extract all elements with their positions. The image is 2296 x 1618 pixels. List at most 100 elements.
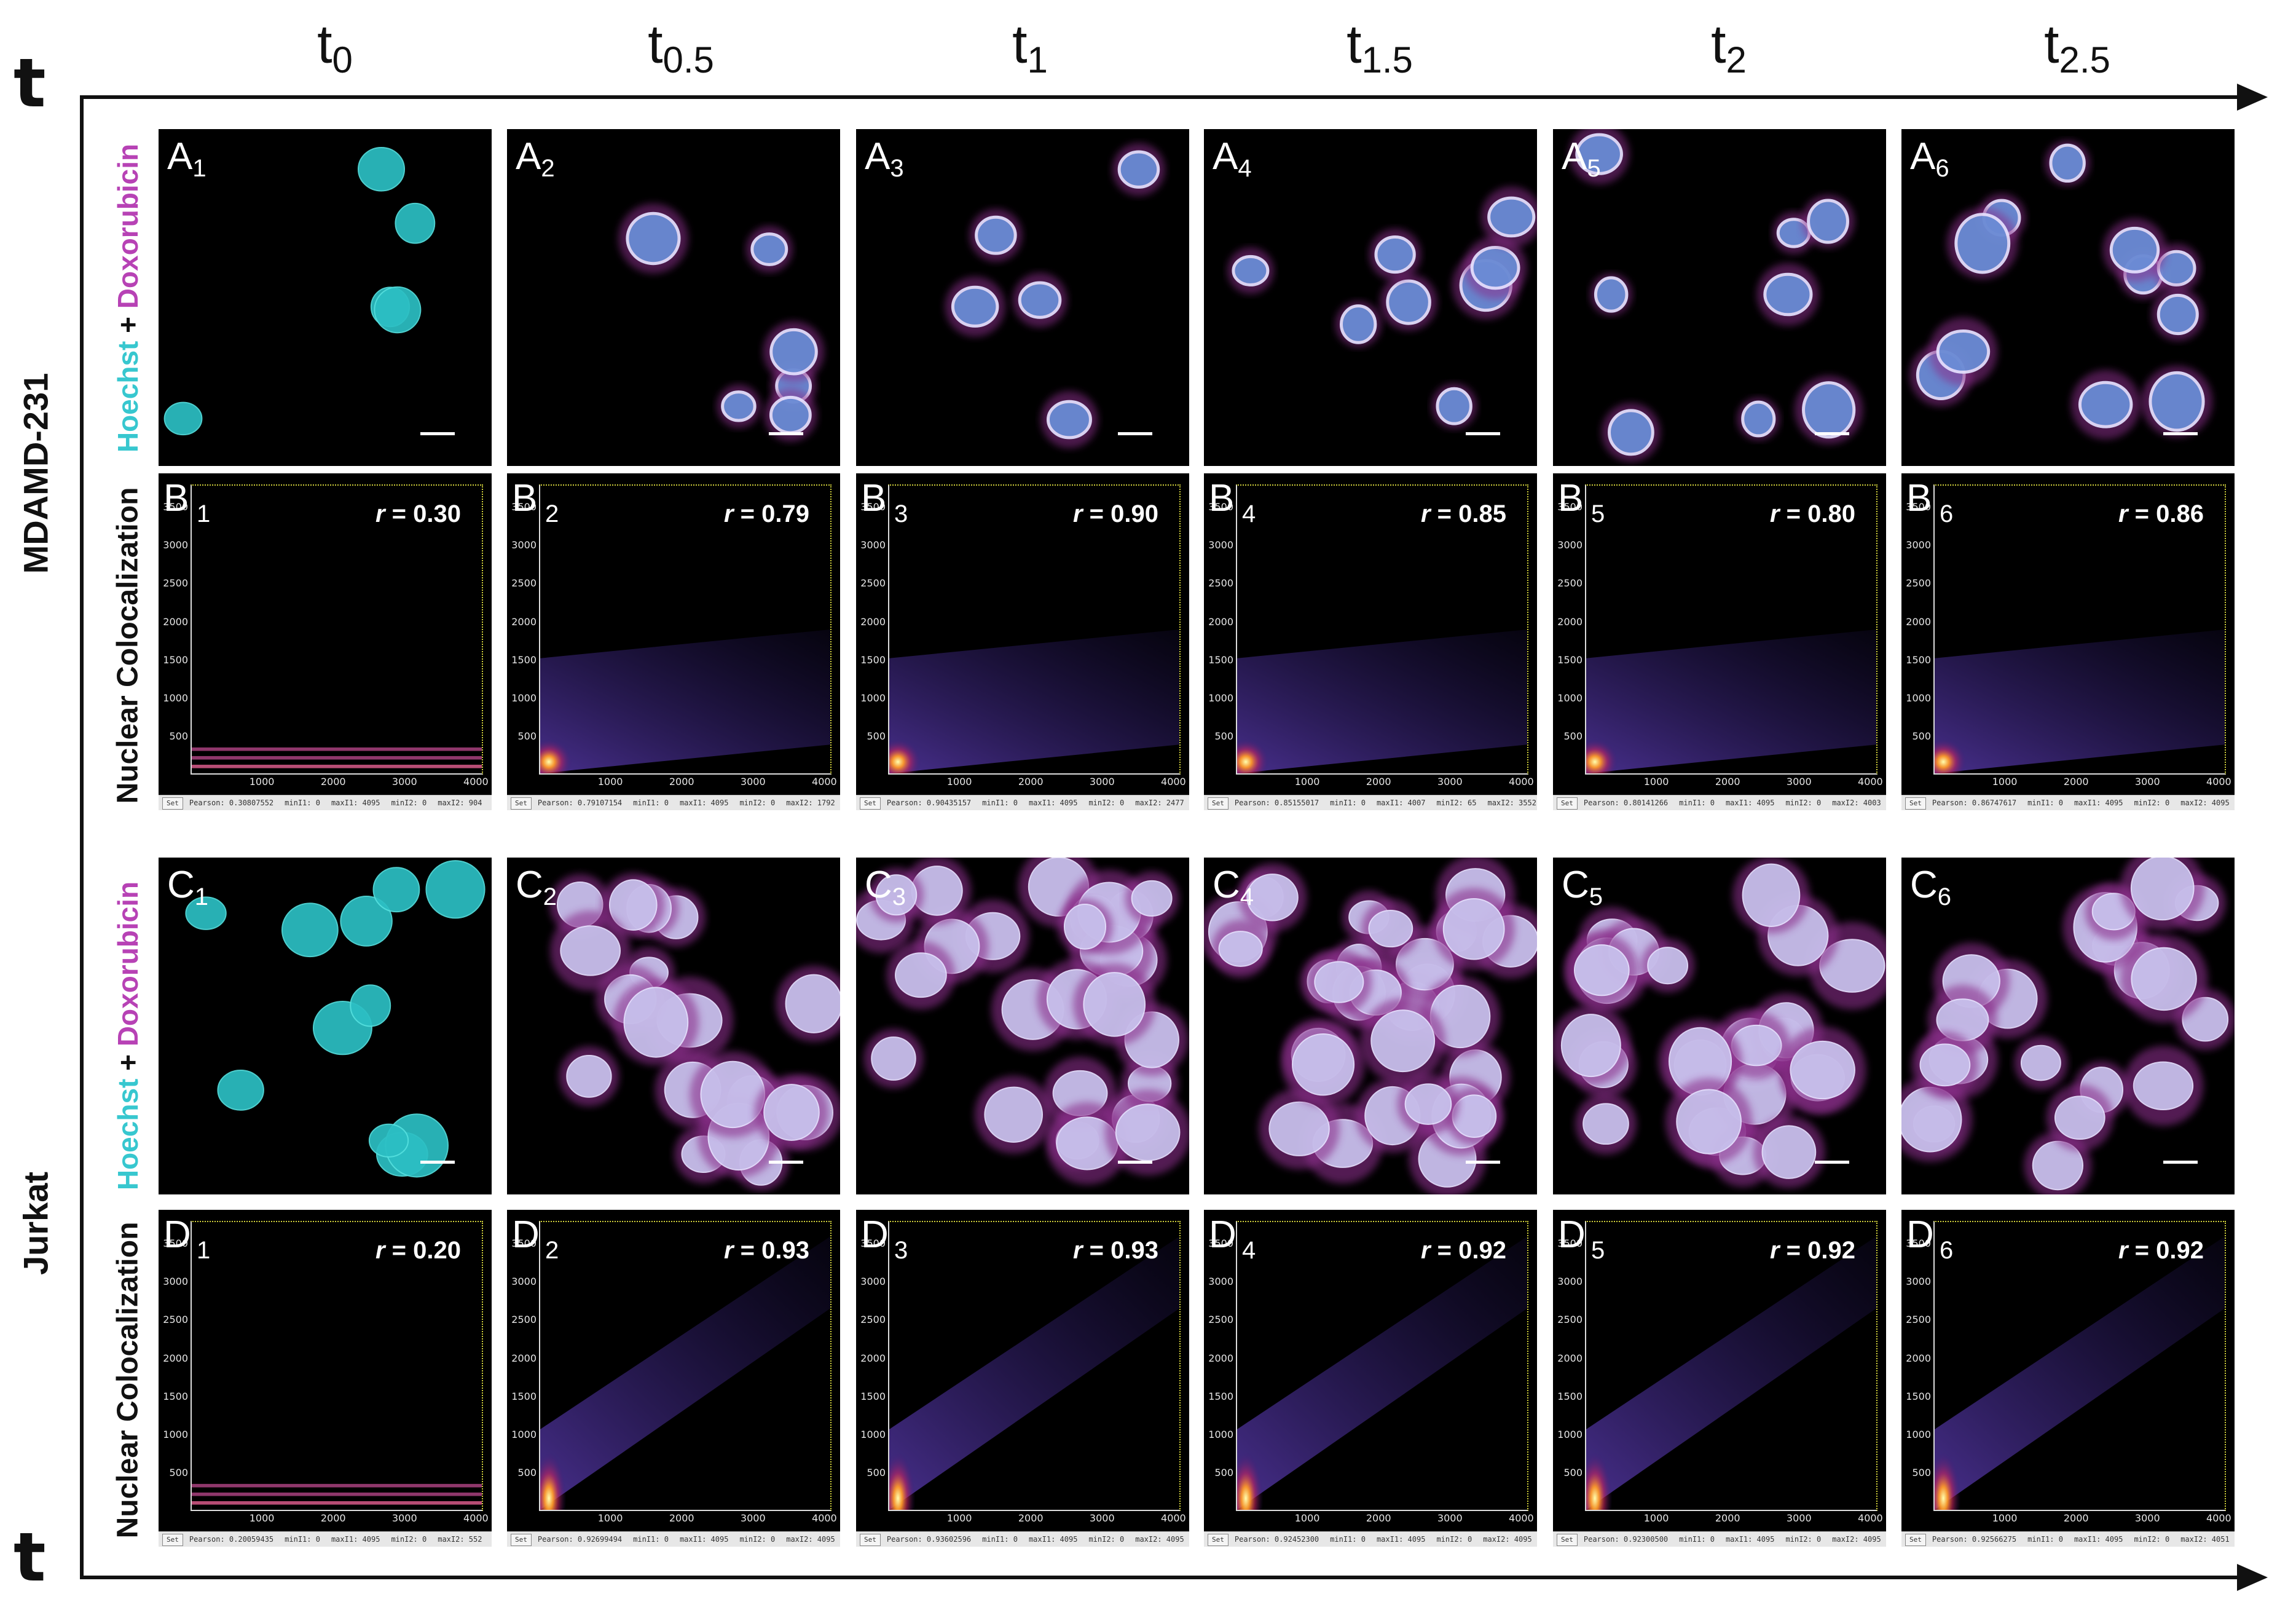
- set-button[interactable]: Set: [1557, 1533, 1578, 1546]
- colocalization-plot: 500 1000 1500 2000 2500 3000 3500 1000 2000 3000 4…: [1204, 1210, 1537, 1547]
- status-field: minI2: 0: [1088, 799, 1125, 807]
- status-field: maxI1: 4095: [331, 799, 380, 807]
- scatter-density: [192, 747, 482, 768]
- pearson-r-label: r = 0.30: [375, 502, 461, 526]
- x-tick-label: 1000: [597, 776, 623, 787]
- r-value: 0.30: [413, 500, 461, 527]
- micrograph: [856, 858, 1189, 1185]
- r-value: 0.93: [761, 1237, 809, 1264]
- colocalization-plot: 500 1000 1500 2000 2500 3000 3500 1000 2000 3000 4…: [159, 473, 492, 810]
- y-tick-label: 2500: [1557, 1314, 1582, 1326]
- plot-status-bar: Set Pearson: 0.20059435 minI1: 0 maxI1: 409…: [159, 1531, 492, 1547]
- y-tick-label: 2000: [860, 615, 886, 628]
- time-point-base: t: [317, 14, 332, 74]
- status-field: maxI2: 4003: [1832, 799, 1881, 807]
- panel-subscript: 1: [192, 155, 206, 182]
- set-button[interactable]: Set: [511, 1533, 532, 1546]
- panel-subscript: 4: [1240, 883, 1254, 910]
- y-tick-label: 500: [169, 730, 188, 742]
- stain-doxorubicin: Doxorubicin: [112, 143, 144, 309]
- x-tick-label: 2000: [320, 1512, 346, 1524]
- r-symbol: r: [1769, 1237, 1780, 1264]
- status-field: maxI2: 2477: [1135, 799, 1184, 807]
- plot-status-bar: Set Pearson: 0.79107154 minI1: 0 maxI1: 409…: [507, 795, 840, 810]
- micrograph-panel: A1: [159, 129, 492, 466]
- set-button[interactable]: Set: [1208, 797, 1229, 810]
- set-button[interactable]: Set: [1557, 797, 1578, 810]
- panel-label: C1: [167, 866, 208, 910]
- panel-letter: A: [1910, 135, 1936, 178]
- plot-status-bar: Set Pearson: 0.30807552 minI1: 0 maxI1: 409…: [159, 795, 492, 810]
- time-point-base: t: [1347, 14, 1362, 74]
- y-tick-label: 1500: [860, 1390, 886, 1402]
- panel-letter: D: [512, 1214, 540, 1256]
- status-field: minI2: 0: [1436, 1535, 1472, 1544]
- status-field: maxI1: 4095: [331, 1535, 380, 1544]
- time-axis-top-arrowhead: [2237, 84, 2268, 111]
- panel-letter: D: [1558, 1214, 1586, 1256]
- scale-bar: [420, 432, 455, 435]
- y-tick-label: 3000: [163, 539, 188, 551]
- x-tick-label: 1000: [946, 1512, 972, 1524]
- y-tick-label: 1500: [1906, 653, 1931, 666]
- r-value: 0.80: [1807, 500, 1855, 527]
- y-tick-label: 3000: [1906, 539, 1931, 551]
- r-symbol: r: [1072, 1237, 1083, 1264]
- status-field: minI1: 0: [285, 1535, 320, 1544]
- y-tick-label: 3000: [1208, 1276, 1233, 1288]
- x-tick-label: 1000: [1643, 1512, 1669, 1524]
- y-tick-label: 1500: [1208, 1390, 1233, 1402]
- micrograph: [163, 146, 436, 436]
- r-symbol: r: [1769, 500, 1780, 527]
- r-value: 0.92: [2156, 1237, 2204, 1264]
- y-tick-label: 500: [1912, 1466, 1931, 1478]
- set-button[interactable]: Set: [1208, 1533, 1229, 1546]
- x-tick-label: 2000: [1018, 1512, 1044, 1524]
- x-tick-label: 4000: [463, 776, 489, 787]
- panel-label: C6: [1910, 866, 1952, 910]
- set-button[interactable]: Set: [1905, 1533, 1926, 1546]
- y-tick-label: 2000: [860, 1352, 886, 1364]
- colocalization-plot: 500 1000 1500 2000 2500 3000 3500 1000 2000 3000 4…: [1901, 1210, 2235, 1547]
- row-label-jurkat: Jurkat: [16, 1171, 55, 1276]
- time-point-base: t: [1711, 14, 1726, 74]
- panel-letter: A: [1562, 135, 1587, 178]
- status-field: maxI1: 4095: [2074, 1535, 2123, 1544]
- time-point-label: t0.5: [558, 17, 804, 79]
- y-tick-label: 3000: [860, 539, 886, 551]
- pearson-r-label: r = 0.93: [1073, 1238, 1158, 1263]
- x-tick-label: 3000: [1089, 1512, 1115, 1524]
- r-symbol: r: [1420, 500, 1431, 527]
- set-button[interactable]: Set: [162, 797, 183, 810]
- micrograph: [1569, 129, 1863, 462]
- set-button[interactable]: Set: [860, 797, 881, 810]
- pearson-r-label: r = 0.80: [1770, 502, 1855, 526]
- pearson-r-label: r = 0.86: [2118, 502, 2204, 526]
- status-field: maxI2: 552: [438, 1535, 482, 1544]
- y-tick-label: 1500: [1557, 653, 1582, 666]
- x-tick-label: 4000: [1858, 1512, 1883, 1524]
- status-field: maxI2: 904: [438, 799, 482, 807]
- y-tick-label: 3500: [1906, 501, 1931, 513]
- x-tick-label: 4000: [1161, 1512, 1186, 1524]
- y-tick-label: 1000: [1208, 692, 1233, 704]
- pearson-r-label: r = 0.92: [2118, 1238, 2204, 1263]
- status-field: maxI1: 4095: [1028, 1535, 1078, 1544]
- x-tick-label: 4000: [812, 1512, 837, 1524]
- y-tick-label: 1500: [511, 1390, 537, 1402]
- micrograph: [1204, 858, 1537, 1194]
- y-tick-label: 3000: [511, 1276, 537, 1288]
- y-tick-label: 500: [517, 1466, 537, 1478]
- y-tick-label: 2500: [511, 1314, 537, 1326]
- set-button[interactable]: Set: [162, 1533, 183, 1546]
- micrograph-panel: A6: [1901, 129, 2235, 466]
- r-value: 0.85: [1458, 500, 1506, 527]
- set-button[interactable]: Set: [860, 1533, 881, 1546]
- r-symbol: r: [723, 1237, 734, 1264]
- panel-subscript: 6: [1937, 883, 1952, 910]
- set-button[interactable]: Set: [1905, 797, 1926, 810]
- y-tick-label: 3500: [163, 1237, 188, 1250]
- y-tick-label: 2000: [163, 1352, 188, 1364]
- scale-bar: [1466, 432, 1500, 435]
- set-button[interactable]: Set: [511, 797, 532, 810]
